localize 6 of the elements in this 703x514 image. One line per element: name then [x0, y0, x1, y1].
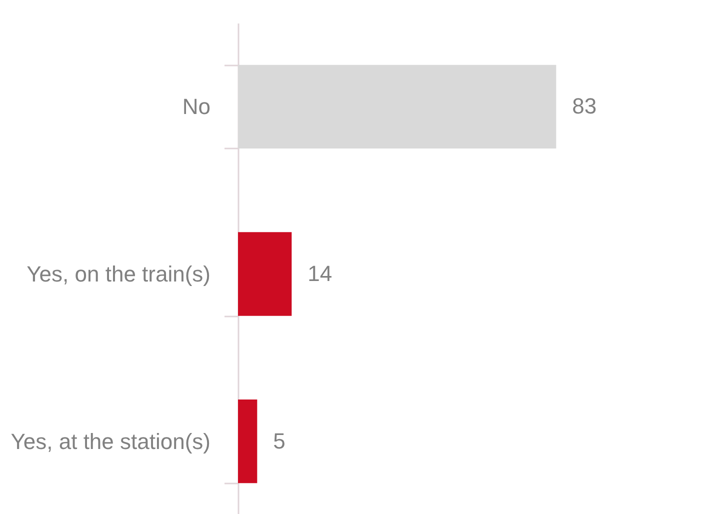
y-tick-label: Yes, on the train(s)	[26, 262, 210, 286]
y-tick-label: Yes, at the station(s)	[10, 428, 210, 454]
data-label: 83	[572, 94, 597, 119]
data-label: 5	[273, 428, 286, 454]
y-tick-label: No	[182, 94, 210, 120]
data-label: 14	[308, 261, 332, 286]
